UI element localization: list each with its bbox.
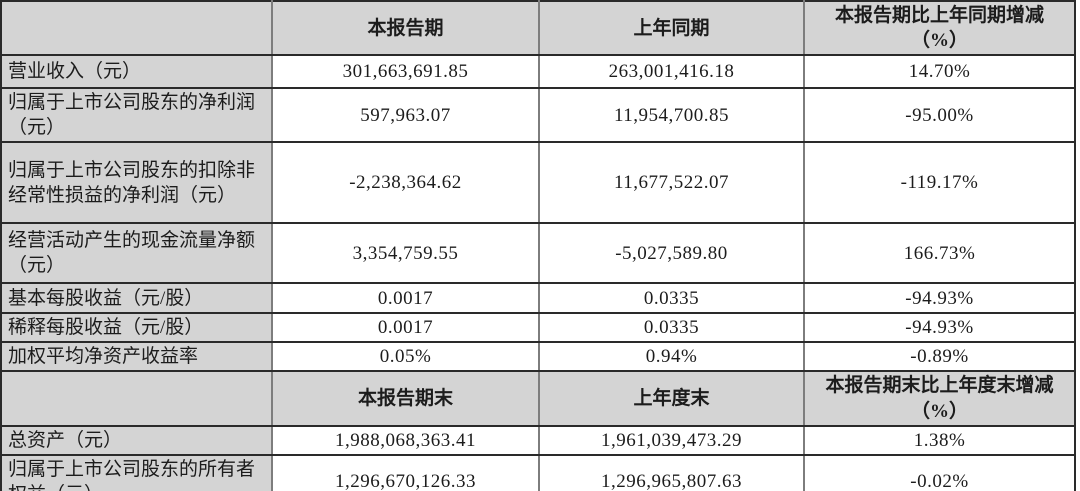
cell-prior: 11,954,700.85 (538, 87, 805, 144)
cell-change: -0.02% (803, 453, 1076, 491)
table-header-row-period: 本报告期 上年同期 本报告期比上年同期增减 （%） (0, 0, 1076, 57)
cell-prior: 1,961,039,473.29 (538, 424, 805, 456)
row-label: 总资产（元） (0, 424, 273, 456)
table-row-basic-eps: 基本每股收益（元/股） 0.0017 0.0335 -94.93% (0, 282, 1076, 315)
header-cell-current-period: 本报告期 (271, 0, 540, 57)
cell-current: 1,988,068,363.41 (271, 424, 540, 456)
cell-change: 1.38% (803, 424, 1076, 456)
table-row-revenue: 营业收入（元） 301,663,691.85 263,001,416.18 14… (0, 54, 1076, 90)
cell-current: 597,963.07 (271, 87, 540, 144)
table-row-operating-cash-flow: 经营活动产生的现金流量净额（元） 3,354,759.55 -5,027,589… (0, 222, 1076, 285)
header-cell-period-change: 本报告期比上年同期增减 （%） (803, 0, 1076, 57)
header-change-line1: 本报告期比上年同期增减 (834, 5, 1044, 26)
row-label: 加权平均净资产收益率 (0, 341, 273, 373)
table-row-total-assets: 总资产（元） 1,988,068,363.41 1,961,039,473.29… (0, 424, 1076, 456)
cell-current: 3,354,759.55 (271, 222, 540, 285)
table-row-diluted-eps: 稀释每股收益（元/股） 0.0017 0.0335 -94.93% (0, 312, 1076, 344)
table-header-row-period-end: 本报告期末 上年度末 本报告期末比上年度末增减 （%） (0, 370, 1076, 427)
cell-prior: 0.0335 (538, 282, 805, 315)
cell-change: -95.00% (803, 87, 1076, 144)
row-label: 经营活动产生的现金流量净额（元） (0, 222, 273, 285)
header-change-line1: 本报告期末比上年度末增减 (825, 375, 1054, 397)
cell-current: 0.0017 (271, 282, 540, 315)
table-row-net-profit-excl-nonrecurring: 归属于上市公司股东的扣除非经常性损益的净利润（元） -2,238,364.62 … (0, 141, 1076, 225)
header-cell-empty (0, 370, 273, 427)
cell-change: -94.93% (803, 282, 1076, 315)
header-change-line2: （%） (910, 400, 968, 422)
cell-prior: 263,001,416.18 (538, 54, 805, 90)
cell-prior: 0.0335 (538, 312, 805, 344)
row-label: 归属于上市公司股东的所有者权益（元） (0, 453, 273, 491)
header-cell-prior-year-end: 上年度末 (538, 370, 805, 427)
row-label: 稀释每股收益（元/股） (0, 312, 273, 344)
cell-change: 166.73% (803, 222, 1076, 285)
table-row-weighted-avg-roe: 加权平均净资产收益率 0.05% 0.94% -0.89% (0, 341, 1076, 373)
row-label: 归属于上市公司股东的扣除非经常性损益的净利润（元） (0, 141, 273, 225)
cell-prior: 1,296,965,807.63 (538, 453, 805, 491)
header-cell-empty (0, 0, 273, 57)
cell-current: 0.05% (271, 341, 540, 373)
cell-change: 14.70% (803, 54, 1076, 90)
cell-prior: 11,677,522.07 (538, 141, 805, 225)
header-cell-period-end-change: 本报告期末比上年度末增减 （%） (803, 370, 1076, 427)
cell-prior: -5,027,589.80 (538, 222, 805, 285)
row-label: 基本每股收益（元/股） (0, 282, 273, 315)
row-label: 归属于上市公司股东的净利润（元） (0, 87, 273, 144)
cell-current: 0.0017 (271, 312, 540, 344)
cell-current: 301,663,691.85 (271, 54, 540, 90)
cell-change: -0.89% (803, 341, 1076, 373)
cell-current: 1,296,670,126.33 (271, 453, 540, 491)
header-cell-prior-period: 上年同期 (538, 0, 805, 57)
cell-change: -94.93% (803, 312, 1076, 344)
cell-current: -2,238,364.62 (271, 141, 540, 225)
row-label: 营业收入（元） (0, 54, 273, 90)
cell-prior: 0.94% (538, 341, 805, 373)
header-change-line2: （%） (910, 30, 968, 52)
header-cell-current-period-end: 本报告期末 (271, 370, 540, 427)
table-row-net-profit: 归属于上市公司股东的净利润（元） 597,963.07 11,954,700.8… (0, 87, 1076, 144)
cell-change: -119.17% (803, 141, 1076, 225)
table-row-shareholders-equity: 归属于上市公司股东的所有者权益（元） 1,296,670,126.33 1,29… (0, 453, 1076, 491)
